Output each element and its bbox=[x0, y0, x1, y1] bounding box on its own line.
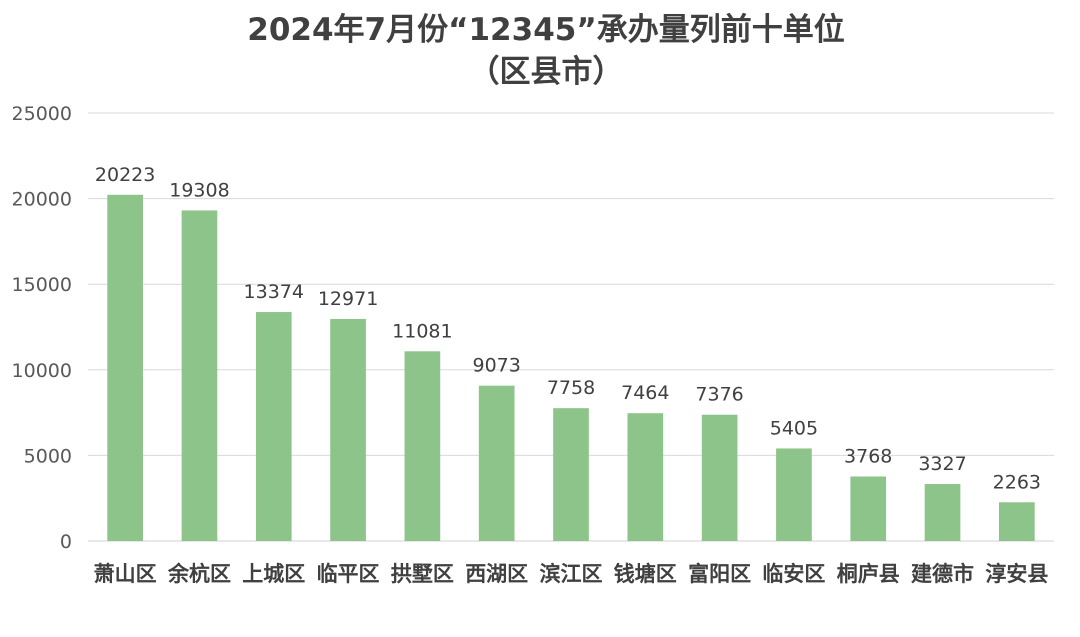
x-tick-label: 建德市 bbox=[911, 562, 974, 586]
chart-subtitle: （区县市） bbox=[469, 54, 624, 90]
bar bbox=[627, 413, 664, 541]
data-label: 12971 bbox=[318, 288, 378, 310]
bars bbox=[107, 194, 1035, 542]
bar bbox=[776, 448, 812, 541]
bar bbox=[553, 408, 589, 541]
y-tick-label: 10000 bbox=[12, 360, 72, 382]
bar bbox=[478, 385, 515, 541]
bar bbox=[850, 476, 887, 541]
data-label: 7464 bbox=[621, 382, 669, 404]
data-label: 3327 bbox=[918, 453, 966, 475]
x-tick-label: 桐庐县 bbox=[837, 562, 900, 586]
x-tick-label: 上城区 bbox=[242, 562, 305, 586]
bar bbox=[181, 210, 218, 542]
x-tick-label: 临平区 bbox=[317, 562, 380, 586]
x-axis-ticks: 萧山区 余杭区 上城区 临平区 拱墅区 西湖区 滨江区 钱塘区 富阳区 临安区 桐庐县 建德市 淳安县 bbox=[94, 562, 1049, 586]
x-tick-label: 临安区 bbox=[762, 562, 825, 586]
bar bbox=[404, 351, 441, 541]
y-tick-label: 0 bbox=[60, 531, 72, 553]
x-tick-label: 余杭区 bbox=[167, 562, 231, 586]
bar bbox=[701, 414, 738, 541]
x-tick-label: 拱墅区 bbox=[391, 562, 454, 586]
x-tick-label: 萧山区 bbox=[94, 562, 157, 586]
x-tick-label: 钱塘区 bbox=[614, 562, 677, 586]
data-label: 7758 bbox=[547, 377, 595, 399]
gridlines bbox=[88, 112, 1054, 542]
data-label: 13374 bbox=[244, 281, 304, 303]
bar bbox=[999, 502, 1035, 541]
data-label: 3768 bbox=[844, 445, 892, 467]
bar bbox=[107, 194, 143, 542]
data-label: 19308 bbox=[169, 179, 229, 201]
y-tick-label: 20000 bbox=[12, 189, 72, 211]
bar bbox=[330, 318, 366, 541]
data-label: 9073 bbox=[473, 355, 521, 377]
data-label: 2263 bbox=[993, 471, 1041, 493]
y-axis-ticks: 0 5000 10000 15000 20000 25000 bbox=[12, 103, 72, 553]
bar bbox=[255, 312, 292, 541]
y-tick-label: 15000 bbox=[12, 274, 72, 296]
chart-title: 2024年7月份“12345”承办量列前十单位 bbox=[247, 12, 844, 48]
data-label: 7376 bbox=[695, 384, 743, 406]
data-labels: 20223 19308 13374 12971 11081 9073 7758 7464 737… bbox=[95, 164, 1041, 493]
data-label: 11081 bbox=[392, 320, 452, 342]
x-tick-label: 西湖区 bbox=[465, 562, 528, 586]
x-tick-label: 富阳区 bbox=[688, 562, 751, 586]
data-label: 20223 bbox=[95, 164, 155, 186]
bar bbox=[924, 484, 961, 541]
x-tick-label: 滨江区 bbox=[540, 562, 603, 586]
x-tick-label: 淳安县 bbox=[985, 562, 1048, 586]
data-label: 5405 bbox=[770, 417, 818, 439]
y-tick-label: 5000 bbox=[24, 445, 72, 467]
y-tick-label: 25000 bbox=[12, 103, 72, 125]
